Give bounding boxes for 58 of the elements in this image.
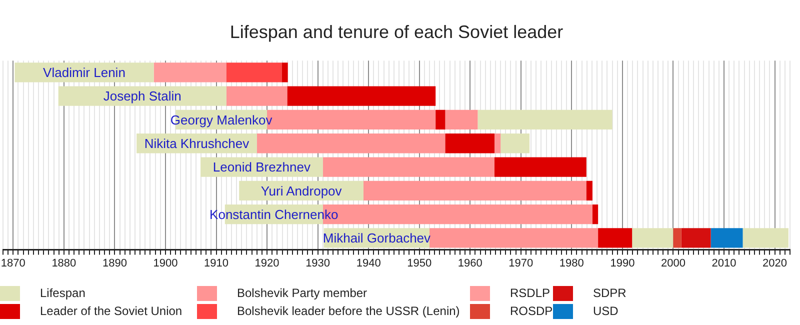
bar xyxy=(226,86,288,106)
bar xyxy=(445,134,494,154)
chart-title: Lifespan and tenure of each Soviet leader xyxy=(230,22,564,42)
x-tick-label: 1940 xyxy=(356,257,381,270)
bar xyxy=(445,110,478,130)
y-tick-label: Georgy Malenkov xyxy=(170,112,273,128)
bar xyxy=(58,86,226,106)
x-tick-label: 1970 xyxy=(508,257,534,270)
y-tick-label: Joseph Stalin xyxy=(103,88,182,104)
x-tick-label: 1980 xyxy=(559,257,584,270)
legend-label: USD xyxy=(593,304,618,318)
x-tick-label: 1950 xyxy=(407,257,432,270)
bar xyxy=(287,86,436,106)
legend-label: Bolshevik leader before the USSR (Lenin) xyxy=(237,304,460,318)
y-tick-label: Leonid Brezhnev xyxy=(212,160,311,175)
x-tick-label: 1960 xyxy=(458,257,482,270)
x-tick-label: 2020 xyxy=(762,257,788,270)
y-tick-label: Nikita Khrushchev xyxy=(144,136,250,151)
x-tick-label: 1890 xyxy=(102,257,127,270)
bar xyxy=(322,157,494,177)
bar xyxy=(256,134,446,154)
bar xyxy=(592,204,598,224)
legend-label: SDPR xyxy=(593,286,626,300)
bar xyxy=(478,110,612,130)
bar xyxy=(681,228,711,248)
bar xyxy=(282,62,288,82)
legend-label: Bolshevik Party member xyxy=(237,286,368,300)
bar xyxy=(500,134,530,154)
bar xyxy=(494,134,501,154)
y-tick-label: Konstantin Chernenko xyxy=(210,206,338,222)
x-tick-label: 1880 xyxy=(52,257,76,270)
bar xyxy=(430,228,598,248)
x-tick-label: 1870 xyxy=(0,257,26,270)
bar xyxy=(586,180,592,200)
bar xyxy=(154,62,226,82)
bar xyxy=(494,157,586,177)
bar xyxy=(710,228,743,248)
y-tick-label: Yuri Andropov xyxy=(260,183,342,198)
bar xyxy=(436,110,446,130)
legend-label: Leader of the Soviet Union xyxy=(40,304,182,318)
bar xyxy=(742,228,788,248)
bar xyxy=(673,228,682,248)
x-tick-label: 1990 xyxy=(610,257,635,270)
x-tick-label: 1900 xyxy=(153,257,178,270)
bar xyxy=(632,228,674,248)
y-tick-label: Mikhail Gorbachev xyxy=(322,230,432,246)
x-tick-label: 2010 xyxy=(712,257,736,270)
x-tick-label: 1910 xyxy=(204,257,228,270)
legend-label: RSDLP xyxy=(510,286,550,300)
bar xyxy=(363,180,586,200)
x-tick-label: 2000 xyxy=(660,257,686,270)
y-tick-label: Vladimir Lenin xyxy=(43,65,126,80)
x-tick-label: 1920 xyxy=(254,257,280,270)
bar xyxy=(598,228,632,248)
legend-label: ROSDP xyxy=(510,304,553,318)
legend-label: Lifespan xyxy=(40,286,86,300)
x-tick-label: 1930 xyxy=(306,257,330,270)
bar xyxy=(226,62,282,82)
